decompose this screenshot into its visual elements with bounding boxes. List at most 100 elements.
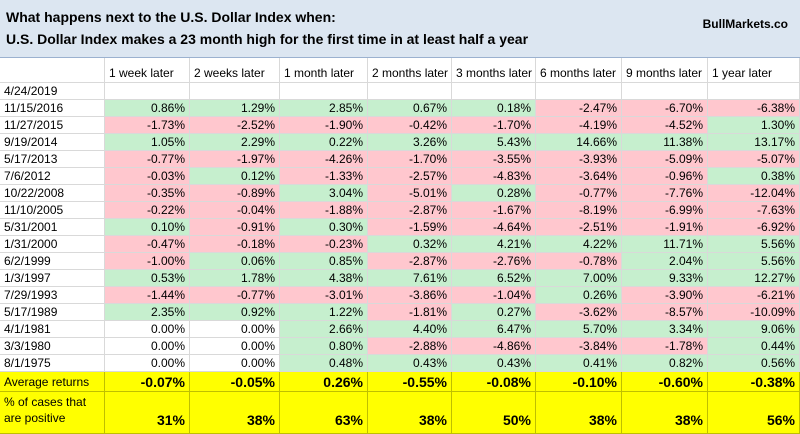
value-cell: 2.35% [105, 304, 190, 321]
value-cell: -1.78% [622, 338, 708, 355]
row-date: 7/29/1993 [0, 287, 105, 304]
site-label: BullMarkets.co [702, 17, 788, 31]
value-cell: 0.00% [105, 338, 190, 355]
value-cell: -10.09% [708, 304, 800, 321]
value-cell: -1.81% [368, 304, 452, 321]
value-cell: 0.44% [708, 338, 800, 355]
value-cell: -2.52% [190, 117, 280, 134]
value-cell: -0.91% [190, 219, 280, 236]
row-date: 8/1/1975 [0, 355, 105, 372]
title-block [0, 0, 800, 58]
value-cell [368, 83, 452, 100]
row-date: 10/22/2008 [0, 185, 105, 202]
value-cell: 0.18% [452, 100, 536, 117]
value-cell: 0.00% [190, 355, 280, 372]
value-cell: -1.73% [105, 117, 190, 134]
value-cell: -1.44% [105, 287, 190, 304]
header-cell [0, 58, 105, 83]
value-cell: 1.30% [708, 117, 800, 134]
value-cell: -2.87% [368, 253, 452, 270]
value-cell: 5.43% [452, 134, 536, 151]
value-cell: 11.71% [622, 236, 708, 253]
value-cell [452, 83, 536, 100]
value-cell: 3.34% [622, 321, 708, 338]
value-cell: -1.97% [190, 151, 280, 168]
row-date: 7/6/2012 [0, 168, 105, 185]
value-cell: -3.86% [368, 287, 452, 304]
value-cell: -8.19% [536, 202, 622, 219]
value-cell: -6.21% [708, 287, 800, 304]
column-header: 1 month later [280, 58, 368, 83]
value-cell: -4.64% [452, 219, 536, 236]
value-cell: -4.19% [536, 117, 622, 134]
value-cell: -2.47% [536, 100, 622, 117]
value-cell: -4.86% [452, 338, 536, 355]
value-cell: 0.27% [452, 304, 536, 321]
value-cell: -0.77% [536, 185, 622, 202]
row-date: 11/27/2015 [0, 117, 105, 134]
value-cell: -0.77% [105, 151, 190, 168]
average-value: -0.05% [190, 372, 280, 392]
value-cell: 5.70% [536, 321, 622, 338]
average-value: -0.38% [708, 372, 800, 392]
value-cell: 0.12% [190, 168, 280, 185]
value-cell: 0.32% [368, 236, 452, 253]
value-cell: 0.10% [105, 219, 190, 236]
value-cell: 0.85% [280, 253, 368, 270]
value-cell: -0.03% [105, 168, 190, 185]
value-cell: -3.90% [622, 287, 708, 304]
row-date: 5/17/1989 [0, 304, 105, 321]
column-header: 3 months later [452, 58, 536, 83]
row-date: 9/19/2014 [0, 134, 105, 151]
row-date: 5/17/2013 [0, 151, 105, 168]
row-date: 11/15/2016 [0, 100, 105, 117]
title-line: U.S. Dollar Index makes a 23 month high … [6, 31, 529, 47]
value-cell: 0.43% [452, 355, 536, 372]
row-date: 5/31/2001 [0, 219, 105, 236]
value-cell: -1.00% [105, 253, 190, 270]
value-cell: -0.35% [105, 185, 190, 202]
value-cell: -4.83% [452, 168, 536, 185]
row-date: 6/2/1999 [0, 253, 105, 270]
value-cell: -5.09% [622, 151, 708, 168]
row-date: 3/3/1980 [0, 338, 105, 355]
average-value: -0.60% [622, 372, 708, 392]
value-cell: -1.91% [622, 219, 708, 236]
value-cell [708, 83, 800, 100]
value-cell: 4.38% [280, 270, 368, 287]
value-cell: -6.92% [708, 219, 800, 236]
value-cell: -6.70% [622, 100, 708, 117]
value-cell: 0.00% [190, 338, 280, 355]
value-cell: -4.26% [280, 151, 368, 168]
positive-value: 38% [190, 392, 280, 434]
average-value: -0.08% [452, 372, 536, 392]
value-cell: 0.00% [105, 355, 190, 372]
label-line: % of cases that [4, 395, 87, 409]
value-cell: -3.93% [536, 151, 622, 168]
value-cell: 0.22% [280, 134, 368, 151]
column-header: 1 year later [708, 58, 800, 83]
value-cell: -1.67% [452, 202, 536, 219]
value-cell: -0.18% [190, 236, 280, 253]
value-cell: 7.00% [536, 270, 622, 287]
value-cell: 0.00% [190, 321, 280, 338]
column-header: 9 months later [622, 58, 708, 83]
value-cell: -1.90% [280, 117, 368, 134]
value-cell: -3.84% [536, 338, 622, 355]
value-cell: -5.01% [368, 185, 452, 202]
value-cell: 1.05% [105, 134, 190, 151]
value-cell: 0.28% [452, 185, 536, 202]
value-cell: 0.38% [708, 168, 800, 185]
value-cell: -2.57% [368, 168, 452, 185]
value-cell: -0.22% [105, 202, 190, 219]
value-cell: 13.17% [708, 134, 800, 151]
value-cell: -1.88% [280, 202, 368, 219]
value-cell: -12.04% [708, 185, 800, 202]
value-cell: 9.06% [708, 321, 800, 338]
value-cell: -3.55% [452, 151, 536, 168]
value-cell: 0.67% [368, 100, 452, 117]
value-cell: 3.04% [280, 185, 368, 202]
value-cell: 0.86% [105, 100, 190, 117]
value-cell: -0.89% [190, 185, 280, 202]
value-cell: 0.26% [536, 287, 622, 304]
